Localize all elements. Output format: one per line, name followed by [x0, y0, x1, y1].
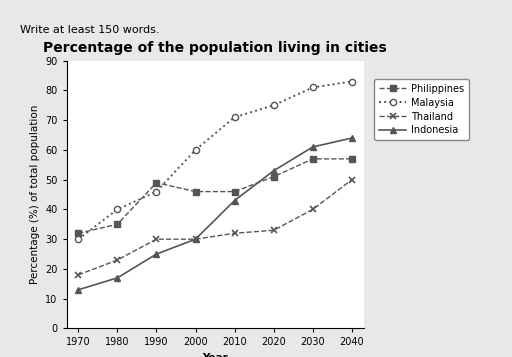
- Thailand: [310, 207, 316, 212]
- Line: Thailand: Thailand: [75, 176, 355, 278]
- Malaysia: [310, 85, 316, 90]
- Indonesia: [193, 237, 199, 241]
- Line: Malaysia: Malaysia: [75, 79, 355, 242]
- Philippines: [231, 190, 238, 194]
- Line: Indonesia: Indonesia: [75, 135, 355, 293]
- Indonesia: [310, 145, 316, 149]
- Indonesia: [154, 252, 160, 256]
- Thailand: [193, 237, 199, 241]
- Thailand: [75, 273, 81, 277]
- Text: Write at least 150 words.: Write at least 150 words.: [20, 25, 160, 35]
- Indonesia: [349, 136, 355, 140]
- Philippines: [270, 175, 276, 179]
- Malaysia: [154, 190, 160, 194]
- Thailand: [231, 231, 238, 235]
- Philippines: [193, 190, 199, 194]
- Indonesia: [114, 276, 120, 280]
- Malaysia: [349, 79, 355, 84]
- X-axis label: Year: Year: [202, 353, 228, 357]
- Thailand: [270, 228, 276, 232]
- Malaysia: [231, 115, 238, 119]
- Legend: Philippines, Malaysia, Thailand, Indonesia: Philippines, Malaysia, Thailand, Indones…: [374, 79, 470, 140]
- Malaysia: [193, 148, 199, 152]
- Malaysia: [75, 237, 81, 241]
- Philippines: [154, 181, 160, 185]
- Malaysia: [114, 207, 120, 212]
- Philippines: [75, 231, 81, 235]
- Philippines: [114, 222, 120, 226]
- Philippines: [310, 157, 316, 161]
- Thailand: [349, 177, 355, 182]
- Indonesia: [270, 169, 276, 173]
- Y-axis label: Percentage (%) of total population: Percentage (%) of total population: [30, 105, 39, 284]
- Thailand: [114, 258, 120, 262]
- Malaysia: [270, 103, 276, 107]
- Line: Philippines: Philippines: [75, 156, 355, 236]
- Indonesia: [75, 288, 81, 292]
- Philippines: [349, 157, 355, 161]
- Thailand: [154, 237, 160, 241]
- Indonesia: [231, 198, 238, 203]
- Title: Percentage of the population living in cities: Percentage of the population living in c…: [43, 41, 387, 55]
